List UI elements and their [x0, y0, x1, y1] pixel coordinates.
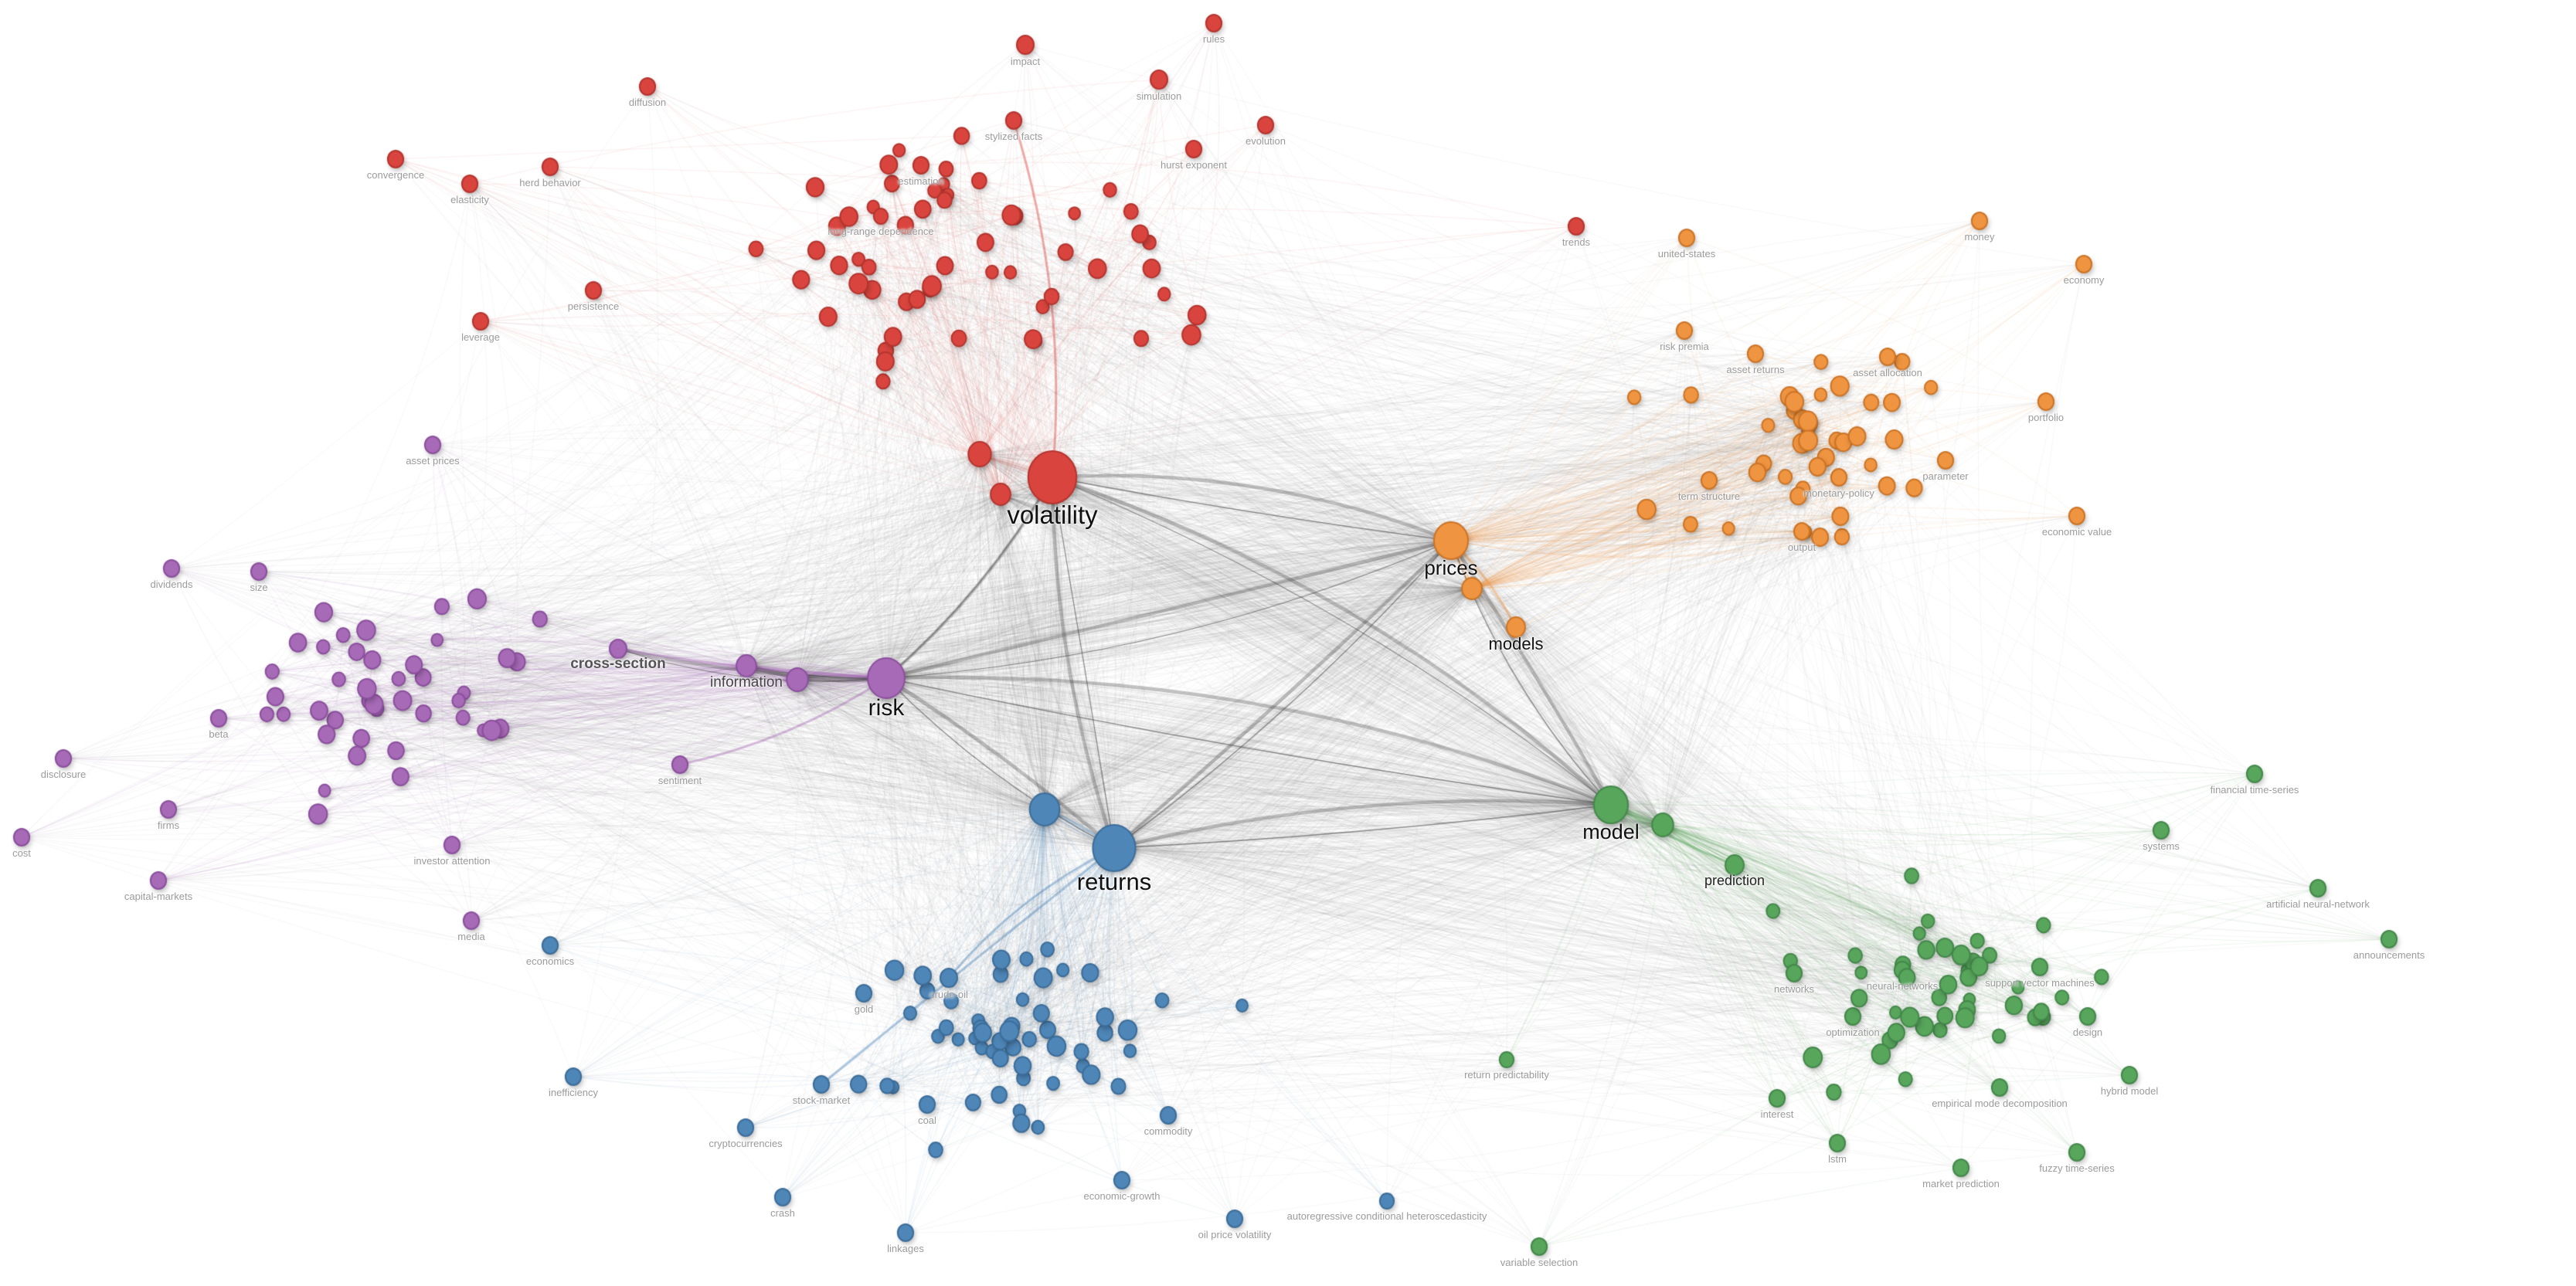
node-label-trends[interactable]: trends: [1562, 236, 1591, 248]
node-label-prices[interactable]: prices: [1424, 556, 1478, 579]
node-label-linkages[interactable]: linkages: [887, 1243, 924, 1254]
node-label-fuzzy-time-series[interactable]: fuzzy time-series: [2039, 1162, 2115, 1174]
node-label-diffusion[interactable]: diffusion: [628, 97, 667, 108]
node-label-cost[interactable]: cost: [12, 847, 31, 859]
node-label-investor-attention[interactable]: investor attention: [413, 855, 491, 867]
node-label-monetary-policy[interactable]: monetary-policy: [1803, 487, 1874, 499]
node-label-market-prediction[interactable]: market prediction: [1922, 1178, 2000, 1189]
node-label-financial-time-series[interactable]: financial time-series: [2210, 784, 2299, 796]
node-label-impact[interactable]: impact: [1010, 56, 1041, 67]
node-label-models[interactable]: models: [1488, 634, 1544, 653]
node-label-design[interactable]: design: [2072, 1026, 2103, 1038]
node-label-model[interactable]: model: [1582, 820, 1640, 843]
node-label-asset-allocation[interactable]: asset allocation: [1853, 367, 1922, 378]
node-label-prediction[interactable]: prediction: [1704, 873, 1765, 888]
node-label-empirical-mode-decomposition[interactable]: empirical mode decomposition: [1932, 1098, 2068, 1109]
node-label-inefficiency[interactable]: inefficiency: [548, 1087, 599, 1098]
node-label-economy[interactable]: economy: [2063, 274, 2105, 286]
node-label-dividends[interactable]: dividends: [150, 579, 193, 590]
node-label-information[interactable]: information: [710, 674, 783, 691]
node-label-disclosure[interactable]: disclosure: [40, 769, 87, 780]
node-label-asset-prices[interactable]: asset prices: [406, 455, 460, 467]
node-label-rules[interactable]: rules: [1202, 33, 1225, 45]
node-label-beta[interactable]: beta: [209, 728, 229, 740]
node-label-commodity[interactable]: commodity: [1144, 1125, 1193, 1137]
node-label-autoregressive-conditional-heteroscedasticity[interactable]: autoregressive conditional heteroscedast…: [1286, 1210, 1487, 1222]
node-label-returns[interactable]: returns: [1076, 868, 1152, 895]
node-label-support-vector-machines[interactable]: support vector machines: [1985, 977, 2095, 989]
node-label-announcements[interactable]: announcements: [2353, 949, 2425, 961]
node-label-firms[interactable]: firms: [157, 819, 180, 831]
node-label-optimization[interactable]: optimization: [1826, 1026, 1880, 1038]
node-label-gold[interactable]: gold: [854, 1003, 874, 1015]
node-label-volatility[interactable]: volatility: [1007, 500, 1098, 529]
node-label-risk[interactable]: risk: [868, 695, 905, 721]
node-label-size[interactable]: size: [250, 582, 268, 593]
node-label-estimation[interactable]: estimation: [898, 175, 944, 187]
node-label-cryptocurrencies[interactable]: cryptocurrencies: [709, 1138, 783, 1149]
node-label-neural-networks[interactable]: neural-networks: [1866, 980, 1939, 992]
node-label-capital-markets[interactable]: capital-markets: [124, 891, 193, 902]
node-label-economic-growth[interactable]: economic-growth: [1083, 1190, 1161, 1202]
node-label-term-structure[interactable]: term structure: [1677, 490, 1741, 502]
node-label-convergence[interactable]: convergence: [366, 169, 425, 181]
node-label-stylized-facts[interactable]: stylized facts: [984, 131, 1043, 142]
node-label-oil-price-volatility[interactable]: oil price volatility: [1198, 1229, 1272, 1240]
node-label-united-states[interactable]: united-states: [1657, 248, 1716, 260]
node-label-coal[interactable]: coal: [918, 1115, 936, 1126]
node-label-return-predictability[interactable]: return predictability: [1464, 1069, 1549, 1081]
node-label-lstm[interactable]: lstm: [1828, 1153, 1847, 1165]
node-label-networks[interactable]: networks: [1773, 983, 1815, 995]
node-label-portfolio[interactable]: portfolio: [2027, 412, 2065, 423]
node-label-hurst-exponent[interactable]: hurst exponent: [1160, 159, 1228, 171]
node-label-output[interactable]: output: [1787, 541, 1816, 553]
node-label-leverage[interactable]: leverage: [461, 331, 500, 343]
node-label-evolution[interactable]: evolution: [1245, 135, 1286, 147]
node-label-long-range-dependence[interactable]: long-range dependence: [828, 226, 934, 237]
node-label-asset-returns[interactable]: asset returns: [1726, 364, 1785, 375]
node-label-crude-oil[interactable]: crude-oil: [929, 989, 968, 1000]
node-label-hybrid-model[interactable]: hybrid model: [2100, 1085, 2159, 1097]
node-label-cross-section[interactable]: cross-section: [570, 656, 666, 672]
node-label-sentiment[interactable]: sentiment: [658, 775, 702, 786]
node-label-economic-value[interactable]: economic value: [2041, 526, 2112, 538]
node-label-elasticity[interactable]: elasticity: [450, 194, 489, 205]
node-label-systems[interactable]: systems: [2143, 840, 2180, 852]
node-label-stock-market[interactable]: stock-market: [792, 1094, 851, 1106]
node-label-interest[interactable]: interest: [1760, 1108, 1794, 1120]
node-label-economics[interactable]: economics: [525, 955, 575, 967]
node-label-money[interactable]: money: [1964, 231, 1995, 243]
node-label-risk-premia[interactable]: risk premia: [1660, 341, 1709, 352]
node-label-media[interactable]: media: [457, 931, 485, 942]
node-label-variable-selection[interactable]: variable selection: [1500, 1257, 1579, 1268]
node-label-parameter[interactable]: parameter: [1922, 470, 1969, 482]
node-label-herd-behavior[interactable]: herd behavior: [519, 177, 581, 188]
node-label-artificial-neural-network[interactable]: artificial neural-network: [2266, 898, 2370, 910]
node-label-simulation[interactable]: simulation: [1136, 90, 1182, 102]
node-label-persistence[interactable]: persistence: [567, 300, 620, 312]
node-label-crash[interactable]: crash: [770, 1207, 795, 1219]
